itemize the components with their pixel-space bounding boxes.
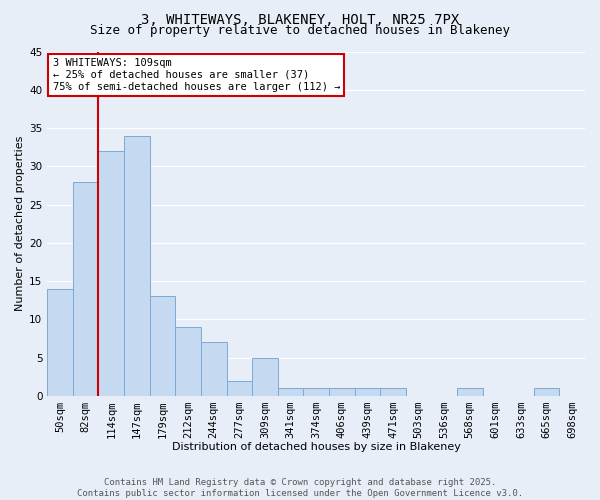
Bar [329, 388, 355, 396]
Bar [534, 388, 559, 396]
Bar [457, 388, 482, 396]
Bar [201, 342, 227, 396]
Bar [47, 289, 73, 396]
Bar [355, 388, 380, 396]
Bar [124, 136, 150, 396]
Bar [150, 296, 175, 396]
Y-axis label: Number of detached properties: Number of detached properties [15, 136, 25, 312]
Bar [73, 182, 98, 396]
Bar [380, 388, 406, 396]
Bar [252, 358, 278, 396]
Bar [278, 388, 304, 396]
Text: Size of property relative to detached houses in Blakeney: Size of property relative to detached ho… [90, 24, 510, 37]
X-axis label: Distribution of detached houses by size in Blakeney: Distribution of detached houses by size … [172, 442, 461, 452]
Bar [175, 327, 201, 396]
Bar [227, 380, 252, 396]
Bar [304, 388, 329, 396]
Bar [98, 151, 124, 396]
Text: 3 WHITEWAYS: 109sqm
← 25% of detached houses are smaller (37)
75% of semi-detach: 3 WHITEWAYS: 109sqm ← 25% of detached ho… [53, 58, 340, 92]
Text: 3, WHITEWAYS, BLAKENEY, HOLT, NR25 7PX: 3, WHITEWAYS, BLAKENEY, HOLT, NR25 7PX [141, 12, 459, 26]
Text: Contains HM Land Registry data © Crown copyright and database right 2025.
Contai: Contains HM Land Registry data © Crown c… [77, 478, 523, 498]
